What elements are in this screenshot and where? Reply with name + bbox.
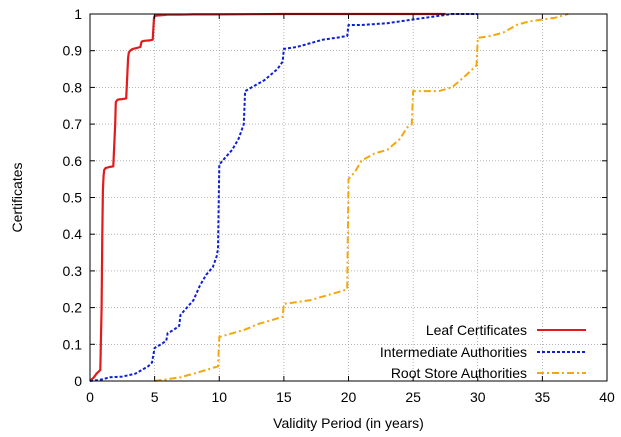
y-tick-label: 0.2	[63, 300, 83, 316]
x-axis-title: Validity Period (in years)	[273, 415, 424, 431]
x-tick-label: 0	[86, 389, 94, 405]
y-tick-label: 0.3	[63, 263, 83, 279]
y-tick-label: 0.5	[63, 190, 83, 206]
y-axis-title: Certificates	[9, 162, 25, 232]
y-tick-label: 0.9	[63, 43, 83, 59]
x-tick-label: 10	[211, 389, 227, 405]
x-tick-label: 5	[151, 389, 159, 405]
series-line-intermediate-authorities	[89, 13, 478, 382]
y-tick-label: 1	[74, 6, 82, 22]
y-tick-label: 0	[74, 373, 82, 389]
x-tick-label: 25	[405, 389, 421, 405]
x-tick-label: 35	[535, 389, 551, 405]
legend: Leaf Certificates Intermediate Authoritie…	[380, 322, 586, 381]
y-tick-label: 0.8	[63, 79, 83, 95]
plot-area	[89, 12, 569, 382]
x-tick-label: 40	[599, 389, 615, 405]
y-tick-label: 0.1	[63, 336, 83, 352]
y-tick-label: 0.6	[63, 153, 83, 169]
axis-ticks: 0 5 10 15 20 25 30 35 40 0 0.1 0.2 0.3 0.4 0.5 0.6 0.7 0.…	[63, 6, 615, 405]
x-tick-label: 15	[276, 389, 292, 405]
series-line-leaf-certificates	[89, 12, 446, 382]
legend-label: Root Store Authorities	[391, 365, 527, 381]
x-tick-label: 30	[470, 389, 486, 405]
series-line-root-store-authorities	[154, 13, 569, 382]
legend-label: Intermediate Authorities	[380, 344, 527, 360]
y-tick-label: 0.7	[63, 116, 83, 132]
x-tick-label: 20	[341, 389, 357, 405]
legend-label: Leaf Certificates	[426, 322, 527, 338]
y-tick-label: 0.4	[63, 226, 83, 242]
